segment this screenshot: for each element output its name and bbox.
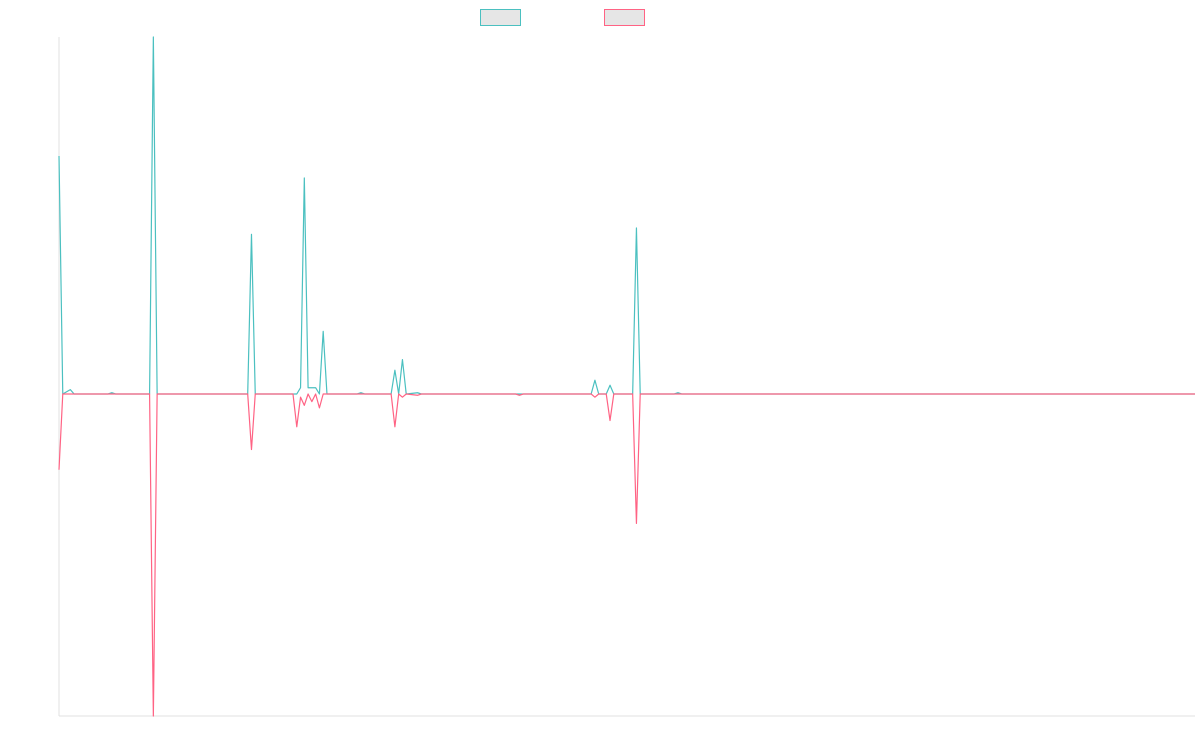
legend-swatch-2[interactable] <box>604 9 645 26</box>
legend[interactable] <box>480 9 645 26</box>
legend-swatch-1[interactable] <box>480 9 521 26</box>
series-2-line <box>58 393 1195 717</box>
series-2 <box>58 393 1195 717</box>
series-1-line <box>58 36 1195 395</box>
series-1 <box>58 36 1195 395</box>
plot-area <box>58 36 1195 717</box>
axes <box>58 37 1195 717</box>
